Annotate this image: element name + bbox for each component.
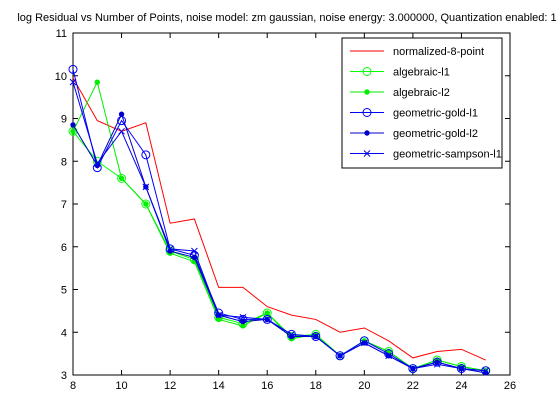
legend-marker [364,130,370,136]
x-tick-label: 20 [358,380,370,392]
data-point [94,79,100,85]
data-point [240,323,246,329]
data-point [482,367,490,375]
series-line [72,77,486,361]
data-point [143,201,149,207]
y-tick-label: 11 [56,28,67,40]
legend-label: geometric-gold-l1 [393,108,478,120]
x-tick-label: 18 [310,380,322,392]
y-tick-label: 6 [61,242,67,254]
data-point [166,245,174,253]
data-point [408,364,418,374]
data-point [141,199,151,209]
legend-item: algebraic-l1 [350,67,450,79]
data-point [215,311,223,319]
y-tick-label: 7 [61,199,67,211]
data-point [336,352,344,360]
data-point [141,150,151,160]
y-tick-label: 8 [61,156,67,168]
data-point [118,175,125,182]
legend-marker [362,108,372,117]
legend-label: algebraic-l1 [393,67,450,79]
data-point [264,310,270,316]
data-point [288,331,295,338]
x-tick-label: 22 [407,380,419,392]
x-tick-label: 8 [70,380,76,392]
legend-item: normalized-8-point [350,46,484,58]
y-tick-label: 4 [61,327,67,339]
legend-marker [363,150,371,157]
legend-item: geometric-gold-l1 [350,108,478,120]
data-point [263,316,271,323]
data-point [433,360,441,368]
legend-marker [362,67,372,76]
data-point [240,318,246,325]
legend-item: algebraic-l2 [350,87,450,99]
data-point [118,111,125,117]
data-point [70,122,76,128]
legend-marker [364,89,370,95]
legend-label: geometric-sampson-l1 [393,149,502,161]
data-point [69,78,77,86]
data-point [68,64,78,74]
data-point [118,127,125,135]
legend: normalized-8-point algebraic-l1 algebraic-… [341,37,503,169]
y-tick-label: 9 [61,114,67,126]
data-point [360,339,368,347]
data-point [239,313,247,321]
data-point [312,333,320,340]
x-tick-label: 10 [115,380,127,392]
data-point [93,160,101,167]
data-point [432,357,442,367]
data-point [458,365,465,372]
y-tick-label: 5 [61,285,67,297]
plot-area [68,64,491,376]
legend-label: normalized-8-point [393,46,484,58]
legend-box [341,37,503,169]
x-tick-label: 12 [164,380,176,392]
series-geometric-sampson-l1 [69,78,490,375]
data-point [117,173,127,183]
chart-title: log Residual vs Number of Points, noise … [17,12,556,24]
data-point [215,316,222,323]
y-tick-label: 3 [61,370,67,382]
legend-label: algebraic-l2 [393,87,450,99]
x-tick-label: 24 [455,380,467,392]
data-point [70,128,76,135]
x-tick-label: 16 [261,380,273,392]
data-point [191,247,198,255]
y-tick-label: 10 [55,71,67,83]
x-tick-label: 26 [504,380,516,392]
x-tick-label: 14 [213,380,225,392]
data-point [335,351,345,361]
legend-label: geometric-gold-l2 [393,128,478,140]
legend-item: geometric-gold-l2 [350,128,478,140]
series-normalized-8-point [72,77,486,361]
legend-item: geometric-sampson-l1 [350,149,502,161]
data-point [409,365,417,372]
data-point [142,183,150,191]
data-point [385,352,392,360]
series-line [72,82,486,372]
